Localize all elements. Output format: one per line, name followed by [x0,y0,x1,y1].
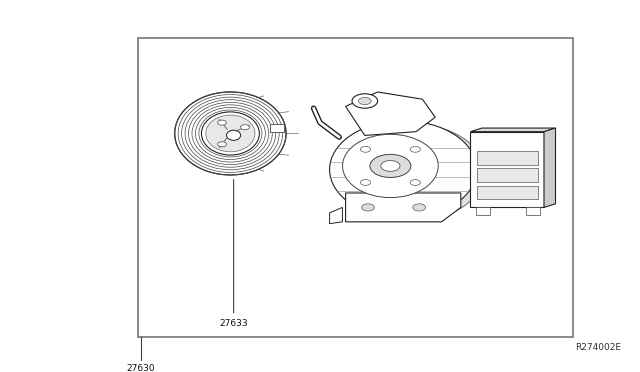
Polygon shape [346,92,435,135]
Circle shape [360,147,371,152]
Polygon shape [330,208,342,224]
Ellipse shape [202,112,259,155]
Circle shape [410,180,420,185]
Polygon shape [346,193,461,222]
Bar [526,207,540,215]
Ellipse shape [206,115,255,152]
Ellipse shape [227,130,241,140]
Circle shape [218,120,227,125]
Bar [476,207,490,215]
Circle shape [360,180,371,185]
Circle shape [381,160,400,171]
Circle shape [370,154,411,177]
Bar [138,38,573,337]
Polygon shape [470,128,556,132]
Ellipse shape [342,134,438,198]
Ellipse shape [175,92,286,175]
Bar [470,132,544,208]
Text: 27630: 27630 [127,363,155,372]
Circle shape [362,204,374,211]
Circle shape [358,97,371,105]
Circle shape [241,125,250,130]
Polygon shape [544,128,556,208]
Circle shape [410,147,420,152]
Circle shape [413,204,426,211]
Bar [477,186,538,199]
Bar [270,124,284,132]
Ellipse shape [330,121,477,218]
Text: R274002E: R274002E [575,343,621,352]
Circle shape [218,142,227,147]
Circle shape [352,94,378,108]
Bar [477,151,538,165]
Text: 27633: 27633 [220,319,248,328]
Bar [477,169,538,182]
Ellipse shape [337,124,484,221]
